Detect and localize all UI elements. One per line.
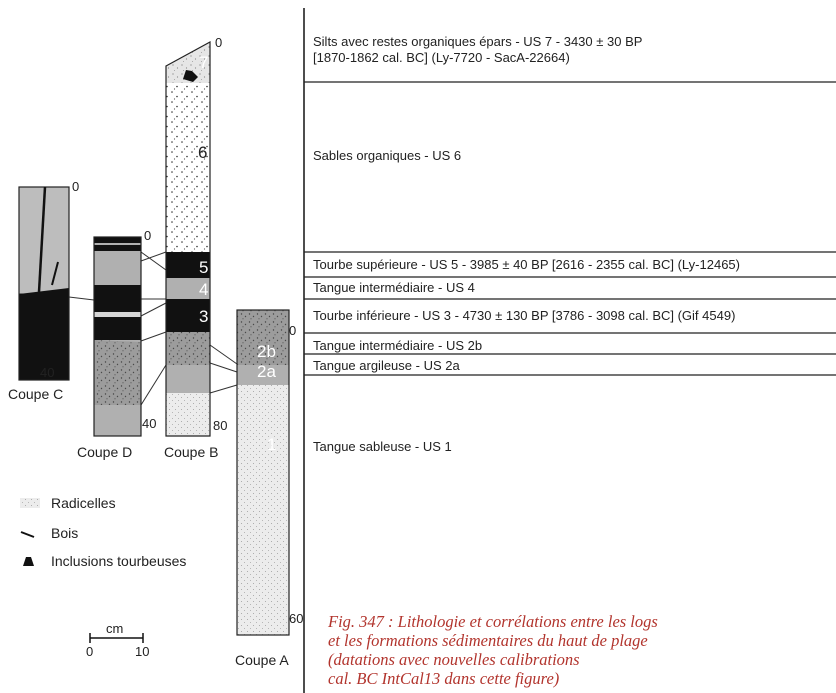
legend-bois: Bois — [51, 525, 78, 541]
unit-number-2b: 2b — [257, 342, 276, 361]
scale-zero: 0 — [86, 644, 93, 659]
caption-line-1: Fig. 347 : Lithologie et corrélations en… — [327, 612, 658, 631]
coupe-b-label: Coupe B — [164, 444, 218, 460]
us7-description-line1: Silts avec restes organiques épars - US … — [313, 34, 642, 49]
us1-description: Tangue sableuse - US 1 — [313, 439, 452, 454]
coupe-a-bottom-depth: 60 — [289, 611, 303, 626]
coupe-c-bottom-depth: 40 — [40, 365, 54, 380]
coupe-d-label: Coupe D — [77, 444, 132, 460]
us4-description: Tangue intermédiaire - US 4 — [313, 280, 475, 295]
wood-mark — [37, 186, 47, 293]
unit-number-1: 1 — [267, 435, 276, 454]
legend-radicelles: Radicelles — [51, 495, 116, 511]
coupe-c-label: Coupe C — [8, 386, 63, 402]
coupe-a-column — [236, 309, 290, 636]
radicelles-swatch-icon — [20, 498, 40, 508]
coupe-c-column — [18, 186, 70, 381]
coupe-a-top-depth: 0 — [289, 323, 296, 338]
scale-bar: cm 0 10 — [86, 621, 149, 659]
coupe-b-column — [165, 40, 211, 437]
us6-description: Sables organiques - US 6 — [313, 148, 461, 163]
coupe-d-top-depth: 0 — [144, 228, 151, 243]
legend-inclusions: Inclusions tourbeuses — [51, 553, 186, 569]
us2b-description: Tangue intermédiaire - US 2b — [313, 338, 482, 353]
coupe-b-top-depth: 0 — [215, 35, 222, 50]
unit-number-6: 6 — [198, 143, 207, 162]
unit-number-3: 3 — [199, 307, 208, 326]
caption-line-3: (datations avec nouvelles calibrations — [328, 650, 580, 669]
unit-number-5: 5 — [199, 258, 208, 277]
us5-description: Tourbe supérieure - US 5 - 3985 ± 40 BP … — [313, 257, 740, 272]
figure-caption: Fig. 347 : Lithologie et corrélations en… — [327, 612, 658, 688]
unit-number-2a: 2a — [257, 362, 276, 381]
wood-mark — [51, 261, 59, 286]
legend: Radicelles Bois Inclusions tourbeuses — [20, 495, 186, 569]
caption-line-2: et les formations sédimentaires du haut … — [328, 631, 648, 650]
us3-description: Tourbe inférieure - US 3 - 4730 ± 130 BP… — [313, 308, 735, 323]
table-dividers — [304, 81, 836, 376]
inclusion-mark-icon — [23, 557, 34, 566]
us2a-description: Tangue argileuse - US 2a — [313, 358, 460, 373]
coupe-b-bottom-depth: 80 — [213, 418, 227, 433]
correlation-lines — [68, 251, 238, 406]
unit-number-4: 4 — [199, 280, 208, 299]
coupe-d-bottom-depth: 40 — [142, 416, 156, 431]
scale-ten: 10 — [135, 644, 149, 659]
coupe-a-label: Coupe A — [235, 652, 289, 668]
peat-inclusion-icon — [183, 70, 198, 82]
coupe-d-column — [93, 236, 142, 437]
unit-number-7: 7 — [199, 53, 208, 72]
bois-mark-icon — [20, 531, 35, 538]
coupe-c-top-depth: 0 — [72, 179, 79, 194]
us7-description-line2: [1870-1862 cal. BC] (Ly-7720 - SacA-2266… — [313, 50, 570, 65]
scale-unit: cm — [106, 621, 123, 636]
caption-line-4: cal. BC IntCal13 dans cette figure) — [328, 669, 559, 688]
